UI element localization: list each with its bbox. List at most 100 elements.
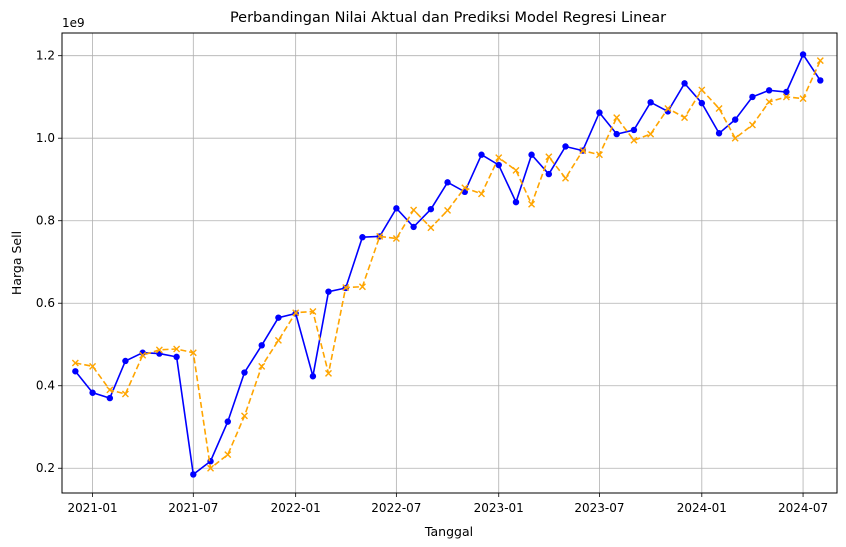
data-point — [106, 394, 114, 402]
data-point — [224, 451, 232, 459]
data-point — [817, 77, 824, 84]
marker-stroke — [224, 451, 232, 459]
data-point — [224, 418, 231, 425]
data-point — [173, 345, 181, 353]
series-line-1 — [75, 60, 822, 470]
data-point — [647, 130, 655, 138]
marker-stroke — [799, 95, 807, 103]
data-point — [240, 412, 248, 420]
x-tick-label: 2022-01 — [271, 501, 321, 515]
marker-stroke — [765, 98, 773, 106]
data-point — [309, 373, 317, 380]
y-tick-label: 0.4 — [36, 379, 55, 393]
data-point — [241, 369, 248, 376]
axis-ticks: 2021-01 2021-07 2022-01 2022-07 2023-01 2023-… — [36, 49, 828, 515]
marker-stroke — [139, 351, 147, 359]
data-point — [444, 179, 451, 186]
data-point — [461, 184, 469, 192]
x-tick-label: 2024-07 — [778, 501, 828, 515]
data-point — [799, 51, 807, 58]
data-point — [562, 143, 569, 150]
data-point — [477, 190, 485, 198]
marker-stroke — [342, 284, 350, 292]
marker-stroke — [240, 412, 248, 420]
marker-stroke — [410, 206, 418, 214]
marker-stroke — [274, 336, 282, 344]
marker-stroke — [698, 86, 706, 94]
data-point — [731, 134, 739, 142]
data-point — [121, 390, 129, 398]
data-point — [816, 57, 824, 65]
y-tick-label: 1.2 — [36, 49, 55, 63]
data-point — [190, 471, 197, 478]
marker-stroke — [292, 309, 300, 317]
marker-stroke — [427, 224, 435, 232]
series-line-0 — [74, 52, 821, 476]
marker-stroke — [630, 136, 638, 144]
data-point — [444, 206, 452, 214]
x-axis-label: Tanggal — [424, 524, 473, 539]
marker-stroke — [392, 234, 400, 242]
marker-stroke — [477, 190, 485, 198]
data-point — [106, 386, 114, 394]
data-point — [122, 357, 129, 365]
data-point — [207, 458, 214, 465]
data-point — [664, 105, 672, 112]
data-point — [478, 151, 485, 158]
marker-stroke — [121, 390, 129, 398]
marker-stroke — [173, 345, 181, 353]
data-point — [715, 130, 723, 137]
data-point — [173, 353, 180, 361]
data-point — [359, 234, 366, 241]
y-tick-label: 0.2 — [36, 461, 55, 475]
data-point — [392, 234, 400, 242]
x-tick-label: 2023-01 — [474, 501, 524, 515]
marker-stroke — [71, 359, 79, 367]
marker-stroke — [731, 134, 739, 142]
data-point — [89, 362, 97, 370]
data-point — [562, 174, 569, 182]
plot-frame — [61, 32, 838, 494]
data-point — [410, 206, 418, 214]
data-point — [596, 109, 603, 116]
data-point — [783, 88, 790, 96]
data-point — [512, 198, 520, 206]
data-point — [647, 99, 654, 106]
marker-stroke — [309, 307, 317, 315]
marker-stroke — [512, 166, 520, 174]
data-point — [410, 223, 417, 231]
data-point — [715, 105, 723, 112]
data-point — [579, 147, 587, 155]
data-point — [698, 99, 706, 107]
data-point — [731, 116, 739, 123]
marker-stroke — [681, 114, 689, 122]
data-point — [698, 86, 706, 94]
marker-stroke — [461, 184, 469, 192]
marker-stroke — [647, 130, 655, 138]
y-tick-label: 0.8 — [36, 214, 55, 228]
data-point — [393, 205, 400, 212]
y-axis-label: Harga Sell — [9, 231, 24, 295]
data-point — [258, 342, 265, 349]
data-point — [258, 362, 266, 370]
data-point — [782, 93, 790, 101]
marker-stroke — [613, 114, 621, 122]
data-point — [292, 309, 300, 317]
marker-stroke — [324, 369, 332, 377]
marker-stroke — [528, 200, 536, 208]
data-point — [275, 314, 282, 321]
marker-stroke — [816, 57, 824, 65]
marker-stroke — [376, 232, 384, 240]
data-point — [765, 87, 773, 94]
data-point — [376, 232, 384, 240]
data-point — [613, 114, 621, 122]
data-point — [528, 151, 535, 158]
marker-stroke — [715, 105, 723, 112]
y-tick-label: 0.6 — [36, 296, 55, 310]
data-point — [342, 284, 350, 292]
y-offset-label: 1e9 — [62, 16, 85, 30]
data-point — [545, 153, 553, 161]
x-tick-label: 2023-07 — [574, 501, 624, 515]
data-point — [324, 369, 332, 377]
